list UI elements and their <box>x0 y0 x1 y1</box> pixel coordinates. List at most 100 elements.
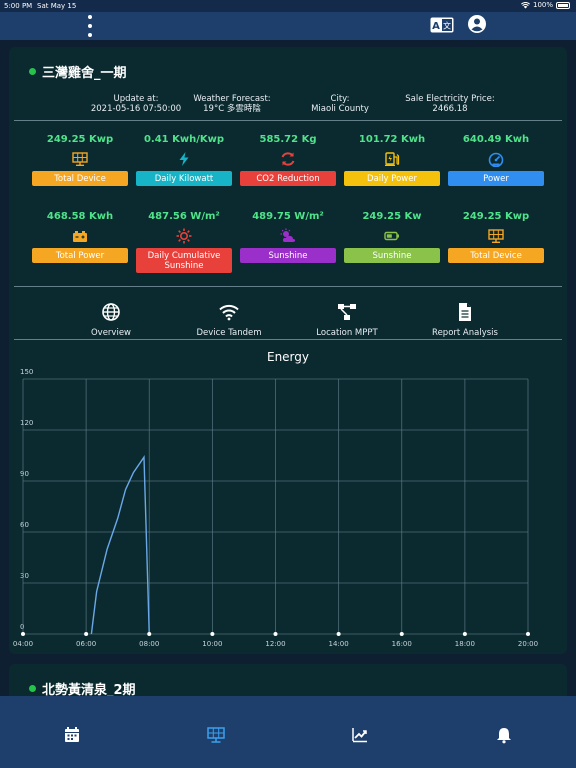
city-value: Miaoli County <box>311 104 369 114</box>
update-value: 2021-05-16 07:50:00 <box>90 104 182 114</box>
update-info: Update at: 2021-05-16 07:50:00 <box>71 94 201 114</box>
energy-series-line <box>90 455 150 635</box>
wifi-icon <box>219 304 239 321</box>
nav-report-analysis[interactable]: Report Analysis <box>410 302 520 338</box>
weather-label: Weather Forecast: <box>193 94 271 104</box>
x-tick-label: 10:00 <box>202 640 222 648</box>
price-value: 2466.18 <box>432 104 468 114</box>
divider <box>14 339 562 340</box>
metric-value: 585.72 Kg <box>259 134 317 145</box>
trending-up-icon[interactable] <box>351 726 369 744</box>
metric-label: Daily Power <box>344 171 440 186</box>
metric-label: Daily Cumulative Sunshine <box>136 248 232 273</box>
y-tick-label: 150 <box>20 368 33 376</box>
city-label: City: <box>330 94 350 104</box>
update-label: Update at: <box>113 94 159 104</box>
solar-panel-icon <box>72 152 88 167</box>
ev-charger-icon <box>385 152 400 167</box>
online-status-dot <box>29 685 36 692</box>
site-name-2: 北勢黃清泉_2期 <box>42 683 136 696</box>
city-info: City: Miaoli County <box>287 94 393 114</box>
metric-value: 0.41 Kwh/Kwp <box>143 134 225 145</box>
data-point <box>21 632 25 636</box>
weather-value: 19°C 多雲時陰 <box>203 104 261 114</box>
metric-total-device-2[interactable]: 249.25 Kwp Total Device <box>443 210 549 263</box>
x-tick-label: 14:00 <box>329 640 349 648</box>
metric-daily-power[interactable]: 101.72 Kwh Daily Power <box>339 133 445 186</box>
nav-label: Overview <box>90 328 132 338</box>
nav-overview[interactable]: Overview <box>56 302 166 338</box>
car-battery-icon <box>73 231 87 242</box>
solar-panel-tab-icon[interactable] <box>207 726 225 744</box>
metric-daily-kilowatt[interactable]: 0.41 Kwh/Kwp Daily Kilowatt <box>131 133 237 186</box>
battery-icon <box>556 1 570 9</box>
nav-label: Location MPPT <box>316 328 378 338</box>
metric-value: 249.25 Kwp <box>462 211 530 222</box>
lightning-icon <box>179 152 189 166</box>
data-point <box>210 632 215 636</box>
metric-label: CO2 Reduction <box>240 171 336 186</box>
price-info: Sale Electricity Price: 2466.18 <box>395 94 505 114</box>
x-tick-label: 04:00 <box>13 640 33 648</box>
metric-label: Total Power <box>32 248 128 263</box>
metric-value: 249.25 Kwp <box>46 134 114 145</box>
status-date: Sat May 15 <box>37 2 77 10</box>
translate-icon[interactable]: A 文 <box>430 17 454 33</box>
bottom-tab-bar <box>0 696 576 768</box>
metric-value: 487.56 W/m² <box>148 211 220 222</box>
content-area[interactable]: 三灣雞舍_一期 Update at: 2021-05-16 07:50:00 W… <box>0 40 576 696</box>
energy-chart[interactable]: 0 30 60 90 120 150 04:00 06:00 08:00 10:00 12:00 14… <box>9 367 567 654</box>
data-point <box>84 632 89 636</box>
metric-sunshine-2[interactable]: 249.25 Kw Sunshine <box>339 210 445 263</box>
metric-sunshine[interactable]: 489.75 W/m² Sunshine <box>235 210 341 263</box>
data-point <box>462 632 467 636</box>
metric-label: Daily Kilowatt <box>136 171 232 186</box>
data-point <box>273 632 278 636</box>
y-tick-label: 120 <box>20 419 33 427</box>
metric-daily-cumulative-sunshine[interactable]: 487.56 W/m² Daily Cumulative Sunshine <box>131 210 237 273</box>
battery-percent: 100% <box>532 1 553 9</box>
recycle-icon <box>281 152 295 166</box>
document-icon <box>459 303 471 321</box>
metric-label: Power <box>448 171 544 186</box>
nav-label: Report Analysis <box>432 328 498 338</box>
data-point <box>526 632 530 636</box>
x-tick-label: 06:00 <box>76 640 96 648</box>
chart-title: Energy <box>266 350 309 364</box>
nav-location-mppt[interactable]: Location MPPT <box>292 302 402 338</box>
network-icon <box>338 304 356 320</box>
x-tick-label: 20:00 <box>518 640 538 648</box>
top-header: A 文 <box>0 12 576 40</box>
globe-icon <box>102 303 120 321</box>
data-point <box>147 632 152 636</box>
site-title[interactable]: 三灣雞舍_一期 <box>29 62 127 81</box>
more-vertical-icon[interactable] <box>86 15 94 37</box>
site-name: 三灣雞舍_一期 <box>42 66 127 81</box>
data-point <box>336 632 341 636</box>
solar-panel-icon <box>488 229 504 244</box>
sun-icon <box>176 228 192 244</box>
metric-total-device[interactable]: 249.25 Kwp Total Device <box>27 133 133 186</box>
nav-device-tandem[interactable]: Device Tandem <box>174 302 284 338</box>
y-tick-label: 90 <box>20 470 29 478</box>
metric-power[interactable]: 640.49 Kwh Power <box>443 133 549 186</box>
divider <box>14 286 562 287</box>
account-icon[interactable] <box>467 14 487 34</box>
status-bar: 5:00 PM Sat May 15 100% <box>0 0 576 12</box>
x-tick-label: 08:00 <box>139 640 159 648</box>
calendar-icon[interactable] <box>63 726 81 744</box>
bell-icon[interactable] <box>495 726 513 744</box>
status-time: 5:00 PM <box>4 2 33 10</box>
metric-total-power[interactable]: 468.58 Kwh Total Power <box>27 210 133 263</box>
data-point <box>399 632 404 636</box>
gauge-icon <box>488 152 504 167</box>
svg-text:文: 文 <box>443 21 451 31</box>
metric-value: 640.49 Kwh <box>462 134 530 145</box>
site-title-2[interactable]: 北勢黃清泉_2期 <box>29 679 136 696</box>
metric-label: Sunshine <box>344 248 440 263</box>
y-tick-label: 30 <box>20 572 29 580</box>
metric-co2-reduction[interactable]: 585.72 Kg CO2 Reduction <box>235 133 341 186</box>
metric-label: Total Device <box>448 248 544 263</box>
metric-label: Sunshine <box>240 248 336 263</box>
site-card-2: 北勢黃清泉_2期 <box>9 664 567 696</box>
